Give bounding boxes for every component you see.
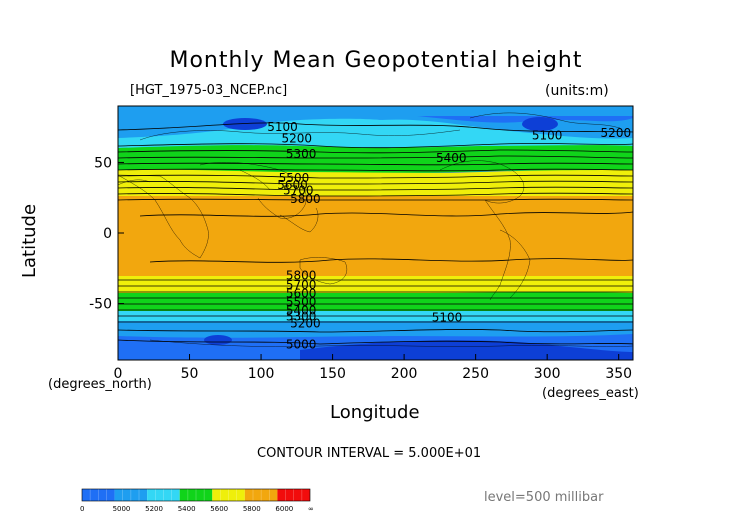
units-label: (units:m) (545, 83, 609, 99)
level-label: level=500 millibar (484, 490, 604, 505)
x-tick-label: 200 (391, 366, 418, 382)
colorbar-segment (179, 489, 213, 501)
colorbar-tick-label: 0 (80, 505, 85, 513)
contour-label: 5400 (436, 151, 467, 165)
colorbar-segment (277, 489, 310, 501)
contour-label: 5700 (283, 184, 314, 198)
contour-interval: CONTOUR INTERVAL = 5.000E+01 (257, 446, 482, 461)
contour-label: 5800 (286, 268, 317, 282)
contour-label: 5300 (286, 147, 317, 161)
x-tick-label: 150 (319, 366, 346, 382)
contour-label: 5600 (286, 287, 317, 301)
colorbar-segment (244, 489, 278, 501)
contour-label: 5500 (286, 295, 317, 309)
x-tick-label: 0 (114, 366, 123, 382)
colorbar-tick-label: 5000 (112, 505, 131, 513)
colorbar-segment (82, 489, 115, 501)
contour-label: 5200 (282, 131, 313, 145)
x-tick-label: 250 (462, 366, 489, 382)
contour-label: 5400 (286, 304, 317, 318)
x-tick-label: 300 (534, 366, 561, 382)
y-tick-label: 0 (103, 226, 112, 242)
contour-label: 5500 (279, 171, 310, 185)
y-tick-label: 50 (94, 155, 112, 171)
band-green-north (118, 145, 633, 173)
colorbar (81, 488, 311, 502)
x-axis-ticks: 0 50 100 150 200 250 300 350 (114, 354, 632, 382)
contour-lines (118, 122, 633, 345)
contour-label: 5100 (267, 120, 298, 134)
colorbar-segment (147, 489, 180, 501)
band-blue-south (118, 321, 633, 338)
colorbar-segment (212, 489, 245, 501)
colorbar-tick-label: 5400 (177, 505, 196, 513)
chart-title: Monthly Mean Geopotential height (169, 48, 583, 73)
contour-label: 5100 (432, 311, 463, 325)
contour-label: 5800 (290, 192, 321, 206)
band-yellow-south (118, 276, 633, 294)
colorbar-tick-label: 5200 (145, 505, 163, 513)
y-tick-label: -50 (89, 297, 112, 313)
band-cyan-south (118, 311, 633, 323)
contour-label: 5100 (532, 129, 563, 143)
band-blue-north-top (118, 106, 633, 116)
contour-label: 5300 (286, 309, 317, 323)
x-axis-units: (degrees_east) (542, 386, 639, 401)
colorbar-segment (114, 489, 148, 501)
low-south-band (300, 340, 633, 360)
colorbar-tick-label: ∞ (308, 505, 314, 513)
x-axis-label: Longitude (330, 402, 420, 423)
band-orange-tropics (118, 196, 633, 276)
band-green-south (118, 292, 633, 314)
y-axis-ticks: 50 0 -50 (89, 155, 124, 313)
colorbar-frame (81, 488, 311, 502)
coastlines (118, 112, 633, 347)
colorbar-tick-label: 5800 (242, 505, 261, 513)
file-label: [HGT_1975-03_NCEP.nc] (130, 83, 288, 98)
contour-label: 5000 (286, 337, 317, 351)
contour-label: 5700 (286, 278, 317, 292)
colorbar-tick-label: 5600 (210, 505, 229, 513)
low-north-1 (223, 118, 267, 130)
y-axis-units: (degrees_north) (48, 377, 152, 392)
x-tick-label: 350 (605, 366, 632, 382)
colorbar-tick-label: 6000 (275, 505, 294, 513)
low-north-2 (522, 117, 558, 131)
x-tick-label: 50 (181, 366, 199, 382)
contour-label: 5200 (290, 316, 321, 330)
x-tick-label: 100 (248, 366, 275, 382)
low-south-1 (204, 335, 232, 345)
contour-label: 5200 (601, 126, 632, 140)
contour-label: 5600 (277, 178, 308, 192)
y-axis-label: Latitude (19, 203, 40, 279)
